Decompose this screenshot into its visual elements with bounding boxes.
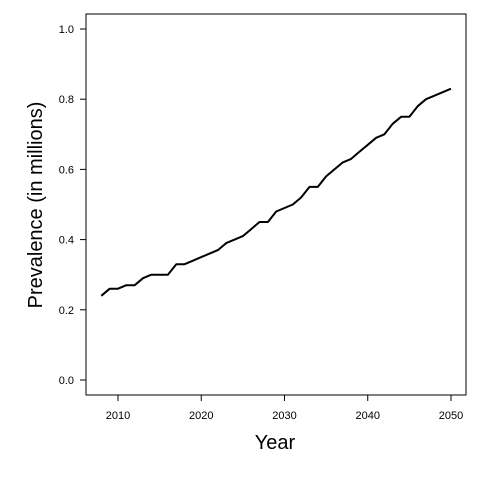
x-tick-label: 2010 [106,410,130,422]
y-tick-label: 0.6 [59,164,74,176]
x-tick-label: 2040 [356,410,380,422]
x-axis: 2010 2020 2030 2040 2050 [106,395,463,422]
y-axis: 0.0 0.2 0.4 0.6 0.8 1.0 [59,24,86,387]
x-tick-label: 2050 [439,410,463,422]
y-tick-label: 0.4 [59,235,74,247]
y-tick-label: 0.8 [59,94,74,106]
y-tick-label: 1.0 [59,24,74,36]
x-tick-label: 2020 [189,410,213,422]
y-tick-label: 0.0 [59,375,74,387]
x-axis-title: Year [255,432,296,454]
y-tick-label: 0.2 [59,305,74,317]
plot-frame [85,13,467,396]
y-axis-title: Prevalence (in millions) [25,102,47,309]
prevalence-line [100,87,452,297]
x-tick-label: 2030 [272,410,296,422]
